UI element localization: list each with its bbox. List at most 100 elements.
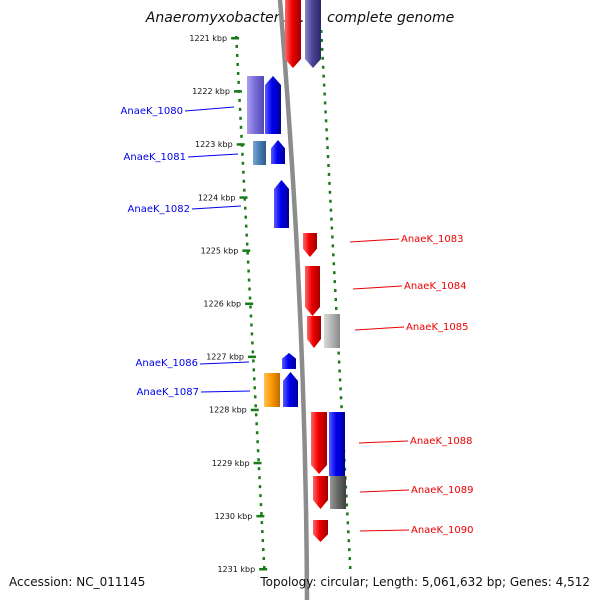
inner-scale-dot [248, 296, 252, 300]
inner-scale-dot [243, 188, 246, 192]
inner-scale-dot [245, 242, 249, 246]
gene-label[interactable]: AnaeK_1087 [137, 387, 199, 398]
gene-label[interactable]: AnaeK_1082 [128, 204, 190, 215]
gene-label[interactable]: AnaeK_1083 [401, 234, 463, 245]
inner-scale-dot [251, 350, 255, 354]
gene-arrow [271, 140, 285, 164]
inner-scale-dot [258, 476, 261, 480]
outer-scale-dot [331, 244, 335, 248]
outer-scale-dot [327, 164, 330, 167]
gene-label-leader [184, 106, 235, 112]
inner-scale-dot [254, 413, 258, 417]
inner-scale-dot [246, 260, 250, 264]
gene-label[interactable]: AnaeK_1085 [406, 322, 468, 333]
gene-label[interactable]: AnaeK_1080 [121, 106, 183, 117]
scale-tick-mark [253, 461, 262, 465]
gene-label-leader [352, 285, 403, 290]
inner-scale-dot [250, 332, 254, 336]
scale-tick-label: 1231 kbp [217, 565, 255, 574]
gene-label[interactable]: AnaeK_1084 [404, 281, 466, 292]
outer-scale-dot [346, 512, 349, 516]
inner-scale-dot [257, 458, 260, 462]
scale-tick-label: 1224 kbp [198, 193, 236, 202]
inner-scale-dot [241, 152, 244, 156]
scale-tick-label: 1223 kbp [195, 140, 233, 149]
scale-tick-label: 1227 kbp [206, 353, 244, 362]
gene-label[interactable]: AnaeK_1081 [124, 152, 186, 163]
outer-scale-dot [328, 190, 332, 194]
outer-scale-dot [320, 30, 323, 33]
scale-tick-label: 1226 kbp [203, 300, 241, 309]
outer-scale-dot [323, 92, 326, 96]
inner-scale-dot [259, 503, 263, 507]
gene-arrow [313, 476, 328, 509]
gene-arrow [283, 372, 298, 407]
gene-arrow [324, 314, 340, 348]
outer-scale-dot [321, 65, 325, 69]
outer-scale-dot [324, 119, 328, 123]
scale-tick-label: 1221 kbp [189, 34, 227, 43]
inner-scale-dot [262, 548, 265, 552]
inner-scale-dot [254, 404, 257, 408]
outer-scale-dot [320, 47, 324, 51]
inner-scale-dot [253, 386, 257, 390]
outer-scale-dot [331, 235, 334, 239]
inner-scale-dot [260, 512, 263, 516]
scale-tick-mark [236, 143, 245, 146]
gene-label[interactable]: AnaeK_1090 [411, 525, 473, 536]
inner-scale-dot [248, 287, 251, 291]
gene-label-leader [349, 238, 400, 243]
inner-scale-dot [261, 539, 265, 543]
inner-scale-dot [253, 377, 256, 381]
inner-scale-dot [261, 530, 264, 534]
gene-arrow [247, 76, 264, 134]
inner-scale-dot [255, 422, 258, 426]
gene-arrow [265, 76, 281, 134]
outer-scale-dot [324, 110, 327, 114]
outer-scale-dot [339, 396, 343, 400]
inner-scale-dot [243, 197, 247, 201]
inner-scale-dot [258, 485, 262, 489]
gene-features [247, 0, 346, 542]
outer-scale-dot [329, 208, 333, 212]
outer-scale-dot [327, 172, 331, 176]
gene-arrow [305, 266, 320, 316]
inner-scale-dot [256, 449, 260, 453]
backbone-line [277, 0, 310, 600]
inner-scale-dot [251, 341, 254, 345]
outer-scale-dot [326, 155, 330, 159]
kbp-scale: 1221 kbp 1222 kbp 1223 kbp 1224 kbp 1225 kbp… [189, 34, 268, 574]
gene-label[interactable]: AnaeK_1086 [136, 358, 198, 369]
scale-tick-mark [256, 514, 265, 518]
scale-tick-mark [250, 408, 259, 412]
gene-arrow [307, 316, 321, 348]
outer-scale-dot [328, 181, 331, 185]
outer-scale-dot [334, 306, 338, 310]
inner-scale-dot [244, 206, 247, 210]
gene-label-leader [187, 153, 239, 158]
gene-label[interactable]: AnaeK_1089 [411, 485, 473, 496]
outer-scale-dot [337, 351, 340, 355]
outer-scale-dot [322, 74, 325, 78]
outer-scale-dot [332, 262, 336, 266]
scale-tick-label: 1230 kbp [215, 512, 253, 521]
inner-scale-dot [249, 314, 253, 318]
inner-scale-dot [249, 305, 252, 309]
inner-scale-dot [235, 53, 239, 57]
gene-arrow [274, 180, 289, 228]
gene-label-leader [354, 326, 405, 331]
gene-arrow [311, 412, 327, 474]
gene-label[interactable]: AnaeK_1088 [410, 436, 472, 447]
outer-scale-dot [334, 289, 337, 293]
gene-arrow [330, 476, 346, 509]
gene-arrow [305, 0, 321, 68]
inner-scale-dot [238, 107, 242, 111]
inner-scale-dot [236, 71, 240, 75]
inner-scale-dot [242, 179, 246, 183]
outer-scale-dot [322, 83, 326, 87]
scale-tick-label: 1228 kbp [209, 406, 247, 415]
outer-scale-dot [334, 298, 337, 301]
scale-tick-mark [259, 568, 268, 571]
gene-label-leader [358, 440, 409, 444]
